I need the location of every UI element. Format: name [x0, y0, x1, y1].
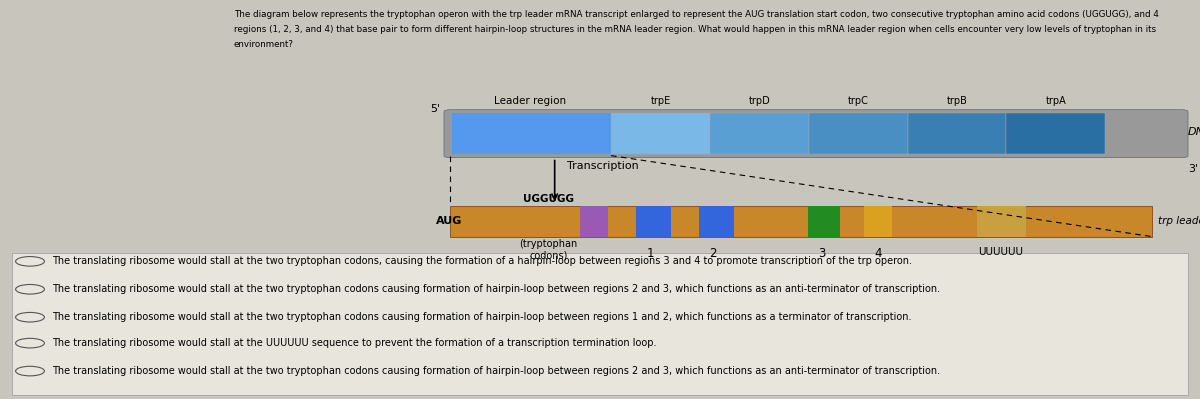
- Text: trp leader sequence mRNA: trp leader sequence mRNA: [1158, 216, 1200, 227]
- FancyBboxPatch shape: [580, 206, 608, 237]
- Text: regions (1, 2, 3, and 4) that base pair to form different hairpin-loop structure: regions (1, 2, 3, and 4) that base pair …: [234, 25, 1156, 34]
- FancyBboxPatch shape: [808, 206, 840, 237]
- Text: AUG: AUG: [436, 216, 462, 227]
- Text: 3: 3: [818, 247, 826, 260]
- Text: DNA: DNA: [1188, 126, 1200, 137]
- FancyBboxPatch shape: [611, 113, 710, 154]
- FancyBboxPatch shape: [444, 110, 1188, 158]
- FancyBboxPatch shape: [450, 206, 1152, 237]
- Text: Leader region: Leader region: [494, 96, 566, 106]
- Text: UUUUUU: UUUUUU: [978, 247, 1024, 257]
- Text: 5': 5': [431, 104, 440, 114]
- FancyBboxPatch shape: [809, 113, 907, 154]
- Text: The translating ribosome would stall at the two tryptophan codons causing format: The translating ribosome would stall at …: [52, 366, 940, 376]
- Text: environment?: environment?: [234, 40, 294, 49]
- Text: codons): codons): [529, 251, 568, 261]
- FancyBboxPatch shape: [636, 206, 671, 237]
- Text: 2: 2: [709, 247, 718, 260]
- Text: trpD: trpD: [749, 96, 770, 106]
- Text: (tryptophan: (tryptophan: [520, 239, 577, 249]
- FancyBboxPatch shape: [864, 206, 893, 237]
- Text: 3': 3': [1188, 164, 1198, 174]
- Text: 4: 4: [875, 247, 882, 260]
- FancyBboxPatch shape: [700, 206, 734, 237]
- Text: trpA: trpA: [1045, 96, 1066, 106]
- Text: Transcription: Transcription: [566, 160, 638, 171]
- FancyBboxPatch shape: [12, 253, 1188, 395]
- Text: 1: 1: [647, 247, 654, 260]
- Text: trpB: trpB: [947, 96, 967, 106]
- Text: UGGUGG: UGGUGG: [523, 194, 574, 204]
- FancyBboxPatch shape: [1007, 113, 1105, 154]
- Text: The translating ribosome would stall at the UUUUUU sequence to prevent the forma: The translating ribosome would stall at …: [52, 338, 656, 348]
- Text: The translating ribosome would stall at the two tryptophan codons causing format: The translating ribosome would stall at …: [52, 284, 940, 294]
- Text: The diagram below represents the tryptophan operon with the trp leader mRNA tran: The diagram below represents the tryptop…: [234, 10, 1159, 19]
- Text: trpE: trpE: [650, 96, 671, 106]
- Text: The translating ribosome would stall at the two tryptophan codons causing format: The translating ribosome would stall at …: [52, 312, 911, 322]
- FancyBboxPatch shape: [977, 206, 1026, 237]
- FancyBboxPatch shape: [710, 113, 809, 154]
- FancyBboxPatch shape: [452, 113, 611, 154]
- Text: trpC: trpC: [847, 96, 869, 106]
- Text: The translating ribosome would stall at the two tryptophan codons, causing the f: The translating ribosome would stall at …: [52, 256, 912, 267]
- FancyBboxPatch shape: [907, 113, 1007, 154]
